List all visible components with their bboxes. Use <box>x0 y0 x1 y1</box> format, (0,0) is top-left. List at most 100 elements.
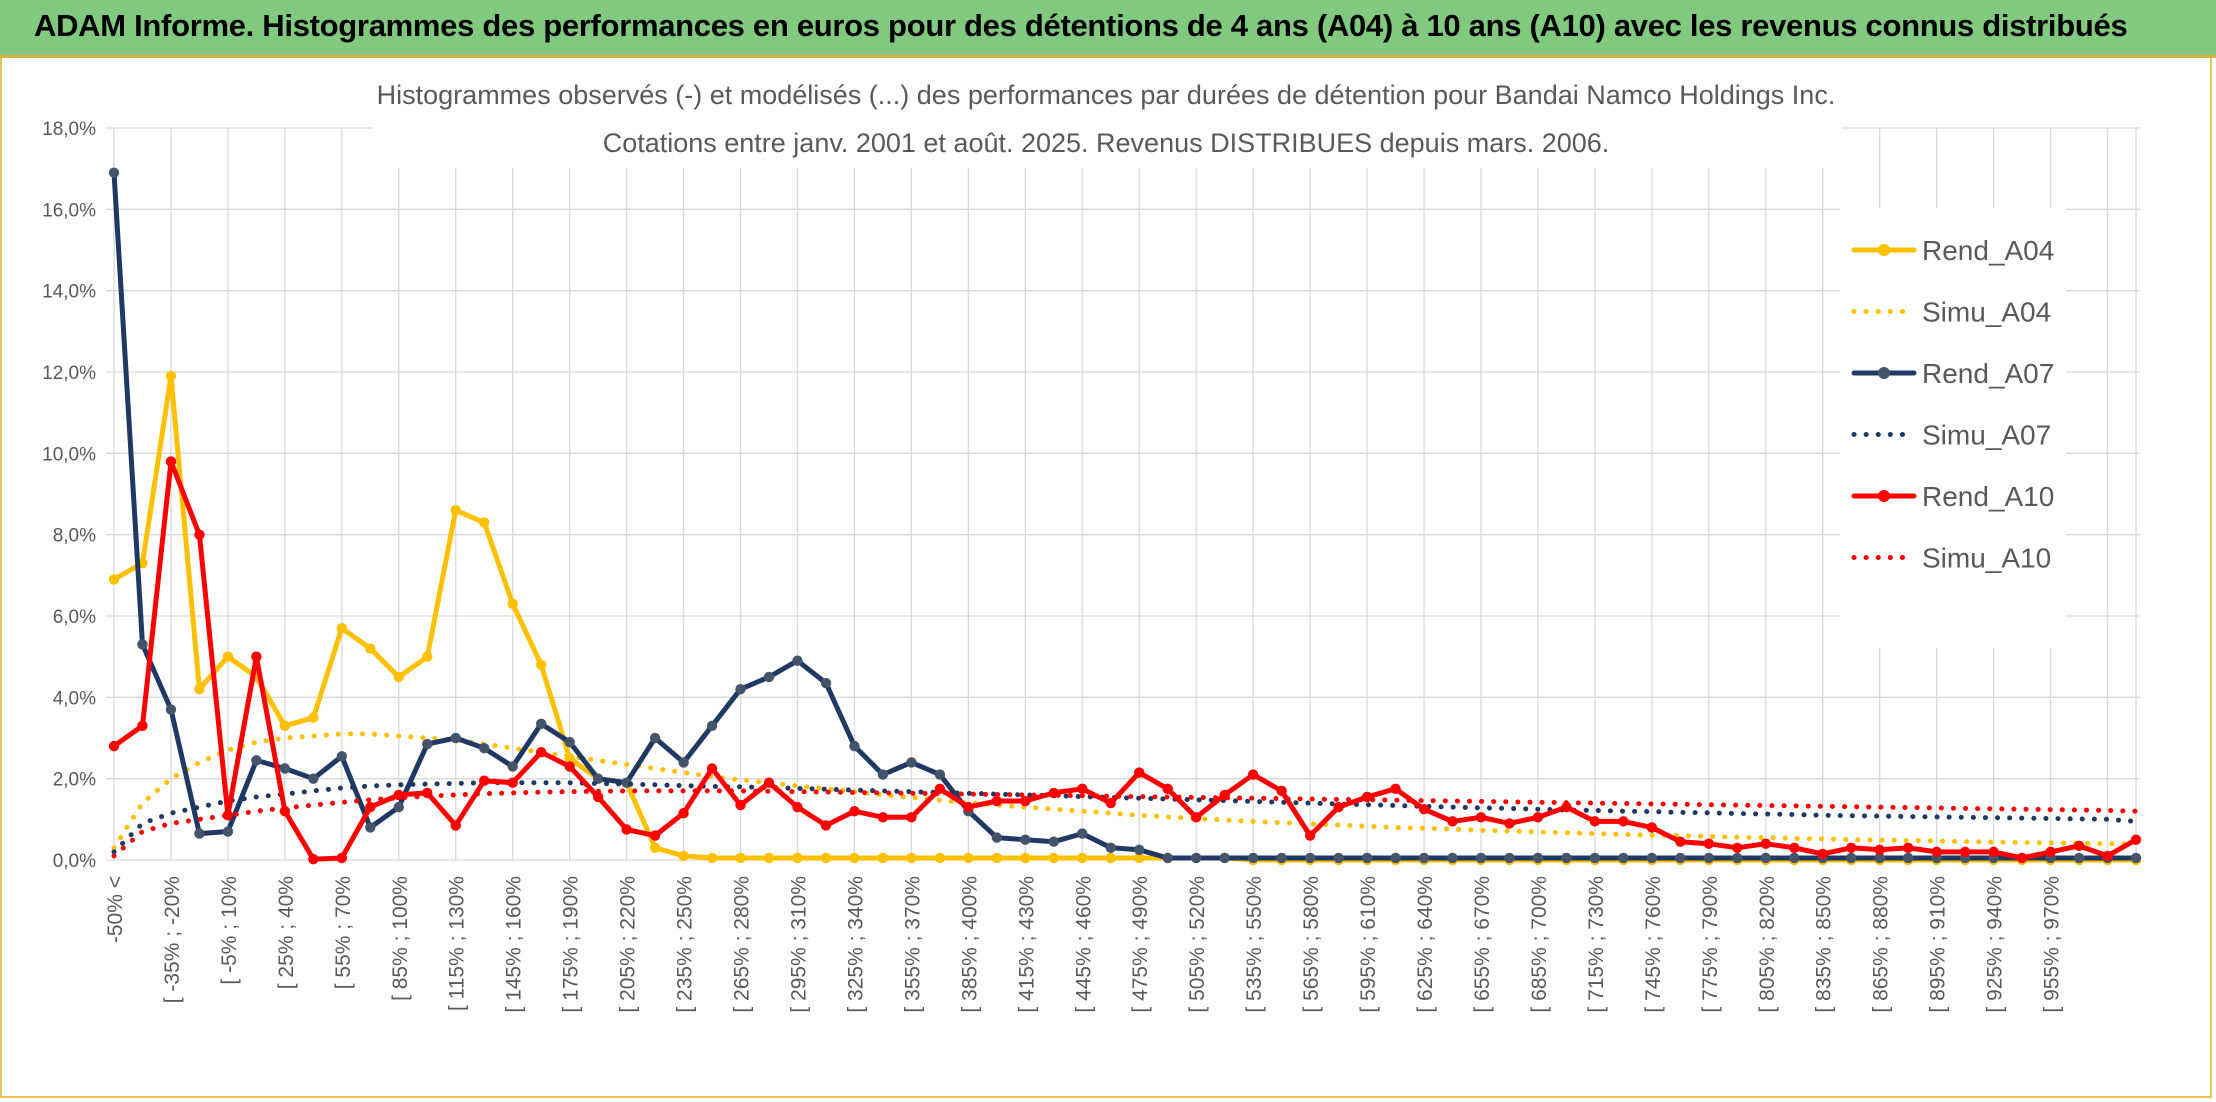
y-axis-ticks: 0,0% 2,0% 4,0% 6,0% 8,0% 10,0% 12,0% 14,0% 16,0%… <box>42 119 96 872</box>
series-point-rend-a04 <box>222 651 234 662</box>
x-tick-label: [ 835% ; 850% <box>1813 876 1836 1013</box>
series-point-rend-a07 <box>1447 852 1458 864</box>
x-tick-label: [ 895% ; 910% <box>1927 876 1950 1013</box>
series-point-rend-a07 <box>393 801 404 813</box>
series-point-rend-a10 <box>1162 783 1173 795</box>
series-point-rend-a07 <box>137 639 148 650</box>
x-tick-label: [ 505% ; 520% <box>1186 876 1209 1013</box>
series-point-rend-a10 <box>365 801 376 813</box>
y-tick-label: 18,0% <box>42 119 96 140</box>
x-tick-label: [ 535% ; 550% <box>1243 876 1266 1013</box>
series-point-rend-a10 <box>1390 783 1401 795</box>
series-point-rend-a07 <box>1732 852 1743 864</box>
series-point-rend-a10 <box>507 777 518 788</box>
chart-legend: Rend_A04 Simu_A04 Rend_A07 Simu_A07 Rend_A10… <box>1851 235 2054 574</box>
x-tick-label: [ 805% ; 820% <box>1756 876 1779 1013</box>
chart-series <box>108 167 2142 866</box>
series-point-rend-a10 <box>1902 842 1914 853</box>
series-point-rend-a10 <box>535 747 547 758</box>
series-point-rend-a10 <box>194 529 205 540</box>
series-point-rend-a10 <box>1304 830 1316 841</box>
series-point-rend-a10 <box>1675 836 1686 847</box>
x-tick-label: [ 175% ; 190% <box>560 876 583 1013</box>
series-point-rend-a07 <box>336 751 348 762</box>
legend-backdrop <box>1840 208 2066 648</box>
series-point-rend-a10 <box>1105 797 1116 809</box>
chart-gridlines <box>106 127 2140 861</box>
series-point-rend-a04 <box>1077 852 1088 864</box>
series-point-rend-a10 <box>1817 848 1828 860</box>
series-point-rend-a07 <box>222 826 234 837</box>
y-tick-label: 2,0% <box>53 770 96 791</box>
series-point-rend-a10 <box>877 812 889 823</box>
series-point-rend-a10 <box>1561 801 1572 813</box>
x-tick-label: [ 595% ; 610% <box>1357 876 1380 1013</box>
series-point-rend-a10 <box>592 791 604 803</box>
x-tick-label: [ 265% ; 280% <box>731 876 754 1013</box>
series-point-rend-a07 <box>1561 852 1572 864</box>
series-point-rend-a07 <box>1589 852 1601 864</box>
series-point-rend-a10 <box>1703 838 1715 849</box>
series-point-rend-a10 <box>706 763 718 774</box>
series-point-rend-a10 <box>621 824 632 835</box>
series-point-rend-a04 <box>1020 852 1031 864</box>
series-point-rend-a07 <box>1219 852 1230 864</box>
x-tick-label: [ 475% ; 490% <box>1129 876 1152 1013</box>
series-point-rend-a07 <box>1361 852 1373 864</box>
series-point-rend-a07 <box>877 769 889 780</box>
chart-title: Histogrammes observés (-) et modélisés (… <box>377 80 1836 110</box>
series-point-rend-a10 <box>1589 816 1601 827</box>
series-point-rend-a07 <box>1703 852 1715 864</box>
chart-subtitle: Cotations entre janv. 2001 et août. 2025… <box>603 128 1610 158</box>
series-point-rend-a04 <box>336 623 348 634</box>
series-point-rend-a04 <box>877 852 889 864</box>
series-point-rend-a04 <box>792 852 803 864</box>
legend-label: Rend_A10 <box>1922 481 2054 512</box>
series-point-rend-a07 <box>479 742 490 754</box>
series-point-rend-a10 <box>479 775 490 786</box>
series-point-rend-a07 <box>1162 852 1173 864</box>
series-point-rend-a10 <box>2073 840 2085 851</box>
series-point-rend-a10 <box>251 651 262 662</box>
series-point-rend-a07 <box>1077 828 1088 839</box>
x-tick-label: [ 145% ; 160% <box>503 876 526 1013</box>
x-tick-label: [ 625% ; 640% <box>1414 876 1437 1013</box>
series-point-rend-a07 <box>1105 842 1116 853</box>
series-point-rend-a04 <box>279 720 291 731</box>
x-tick-label: -50% < <box>104 876 127 943</box>
y-tick-label: 12,0% <box>42 363 96 384</box>
series-point-rend-a04 <box>763 852 775 864</box>
x-tick-label: [ 415% ; 430% <box>1015 876 1038 1013</box>
series-point-rend-a07 <box>849 740 860 752</box>
series-point-rend-a07 <box>1675 852 1686 864</box>
x-tick-label: [ 85% ; 100% <box>389 876 412 1001</box>
series-point-rend-a10 <box>1846 842 1857 853</box>
series-point-rend-a04 <box>678 850 689 862</box>
series-point-rend-a07 <box>1247 852 1259 864</box>
x-tick-label: [ 385% ; 400% <box>958 876 981 1013</box>
series-point-rend-a10 <box>963 801 974 813</box>
x-tick-label: [ 205% ; 220% <box>617 876 640 1013</box>
series-point-rend-a10 <box>1447 816 1458 827</box>
series-point-rend-a04 <box>735 852 746 864</box>
x-tick-label: [ 925% ; 940% <box>1984 876 2007 1013</box>
series-point-rend-a04 <box>706 852 718 864</box>
series-point-rend-a10 <box>450 820 461 831</box>
series-point-rend-a07 <box>1902 852 1914 864</box>
series-point-rend-a10 <box>1190 812 1202 823</box>
legend-marker <box>1878 367 1890 379</box>
series-point-rend-a07 <box>422 738 433 750</box>
series-point-rend-a04 <box>165 370 177 382</box>
series-point-rend-a07 <box>934 769 946 780</box>
series-point-rend-a04 <box>194 684 205 695</box>
series-point-rend-a04 <box>308 712 319 723</box>
legend-label: Simu_A10 <box>1922 543 2051 574</box>
x-axis-ticks: -50% < [ -35% ; -20% [ -5% ; 10% [ 25% ; 40… <box>104 876 2064 1013</box>
x-tick-label: [ 355% ; 370% <box>901 876 924 1013</box>
x-tick-label: [ 715% ; 730% <box>1585 876 1608 1013</box>
series-point-rend-a10 <box>165 456 177 467</box>
legend-label: Simu_A04 <box>1922 297 2051 328</box>
series-point-rend-a04 <box>365 643 376 654</box>
x-tick-label: [ 955% ; 970% <box>2041 876 2064 1013</box>
